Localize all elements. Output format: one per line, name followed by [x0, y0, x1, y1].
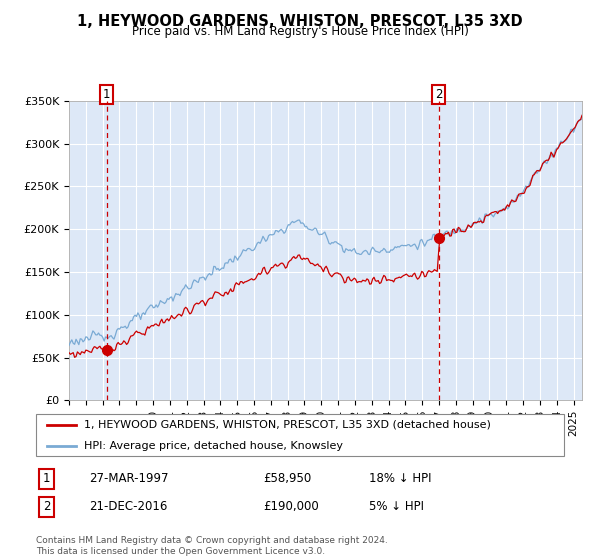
Text: £190,000: £190,000 [263, 500, 319, 513]
Text: 21-DEC-2016: 21-DEC-2016 [89, 500, 167, 513]
Text: HPI: Average price, detached house, Knowsley: HPI: Average price, detached house, Know… [83, 441, 343, 451]
Text: 2: 2 [435, 88, 442, 101]
Text: 5% ↓ HPI: 5% ↓ HPI [368, 500, 424, 513]
Text: 1, HEYWOOD GARDENS, WHISTON, PRESCOT, L35 3XD (detached house): 1, HEYWOOD GARDENS, WHISTON, PRESCOT, L3… [83, 420, 490, 430]
Text: £58,950: £58,950 [263, 472, 311, 485]
Text: 27-MAR-1997: 27-MAR-1997 [89, 472, 168, 485]
Text: 2: 2 [43, 500, 50, 513]
FancyBboxPatch shape [36, 414, 564, 456]
Text: 1, HEYWOOD GARDENS, WHISTON, PRESCOT, L35 3XD: 1, HEYWOOD GARDENS, WHISTON, PRESCOT, L3… [77, 14, 523, 29]
Text: 1: 1 [103, 88, 110, 101]
Text: Price paid vs. HM Land Registry's House Price Index (HPI): Price paid vs. HM Land Registry's House … [131, 25, 469, 38]
Text: Contains HM Land Registry data © Crown copyright and database right 2024.
This d: Contains HM Land Registry data © Crown c… [36, 536, 388, 556]
Text: 1: 1 [43, 472, 50, 485]
Text: 18% ↓ HPI: 18% ↓ HPI [368, 472, 431, 485]
